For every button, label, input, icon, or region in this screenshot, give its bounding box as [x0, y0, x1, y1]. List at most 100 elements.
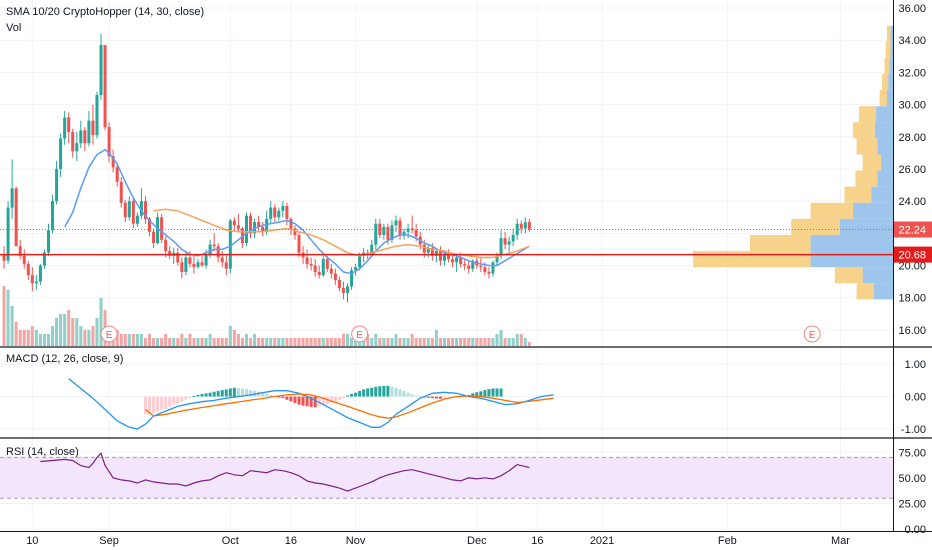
volume-profile-down-bar: [791, 218, 840, 235]
volume-bar: [22, 330, 26, 346]
price-tick-label: 24.00: [898, 196, 926, 208]
volume-bar: [46, 334, 51, 346]
candle-body: [131, 201, 135, 224]
candle-body: [467, 265, 471, 269]
volume-bar: [321, 338, 325, 346]
macd-histogram-bar: [434, 396, 438, 399]
volume-bar: [293, 338, 297, 346]
macd-histogram-bar: [491, 388, 495, 397]
volume-bar: [527, 342, 531, 346]
time-tick-label: 2021: [590, 535, 614, 547]
volume-bar: [131, 334, 135, 346]
macd-histogram-bar: [374, 386, 378, 397]
macd-histogram-bar: [487, 389, 491, 397]
candle-body: [438, 251, 442, 261]
volume-profile-up-bar: [871, 186, 893, 203]
candle-body: [309, 263, 313, 266]
macd-histogram-bar: [172, 396, 176, 405]
volume-bar: [200, 338, 204, 346]
candle-body: [273, 207, 277, 218]
candle-body: [22, 255, 26, 264]
candle-body: [51, 201, 55, 231]
volume-bar: [350, 338, 354, 346]
candle-body: [313, 265, 317, 272]
candle-body: [103, 45, 107, 128]
macd-histogram-bar: [160, 396, 164, 410]
volume-bar: [281, 338, 285, 346]
volume-bar: [398, 338, 402, 346]
volume-bar: [192, 338, 196, 346]
volume-bar: [79, 326, 83, 346]
candle-body: [228, 220, 232, 269]
volume-bar: [14, 322, 18, 346]
volume-bar: [362, 338, 366, 346]
volume-bar: [297, 338, 301, 346]
volume-bar: [503, 338, 507, 346]
volume-bar: [172, 338, 176, 346]
candle-body: [6, 207, 10, 261]
volume-bar: [51, 326, 55, 346]
macd-histogram-bar: [483, 390, 487, 397]
last-price-label: 22.24: [898, 224, 926, 236]
candle-body: [139, 201, 143, 216]
volume-bar: [232, 330, 236, 346]
macd-histogram-bar: [341, 396, 345, 399]
volume-bar: [455, 338, 459, 346]
volume-bar: [135, 334, 139, 346]
candle-body: [196, 262, 200, 268]
macd-histogram-bar: [261, 392, 265, 397]
candle-body: [71, 131, 75, 152]
candle-body: [111, 156, 115, 168]
volume-bar: [204, 338, 208, 346]
volume-bar: [507, 338, 511, 346]
volume-profile-up-bar: [810, 234, 893, 252]
candle-body: [224, 262, 228, 269]
volume-bar: [212, 338, 216, 346]
volume-bar: [127, 334, 131, 346]
candle-body: [192, 263, 196, 268]
volume-bar: [95, 318, 99, 346]
volume-bar: [483, 338, 487, 346]
candle-body: [390, 225, 394, 240]
volume-bar: [59, 314, 63, 346]
volume-bar: [244, 334, 248, 346]
macd-histogram-bar: [224, 389, 228, 397]
volume-bar: [87, 330, 91, 346]
time-tick-label: Sep: [99, 535, 119, 547]
volume-bar: [491, 338, 495, 346]
candle-body: [152, 231, 156, 244]
macd-histogram-bar: [475, 392, 479, 397]
macd-histogram-bar: [398, 389, 402, 397]
candle-body: [341, 288, 345, 293]
candle-body: [281, 205, 285, 211]
candle-body: [285, 205, 289, 219]
candle-body: [95, 94, 99, 136]
volume-bar: [2, 286, 6, 346]
volume-bar: [410, 334, 414, 346]
macd-histogram-bar: [200, 393, 204, 397]
volume-bar: [479, 338, 483, 346]
volume-bar: [176, 338, 180, 346]
volume-profile-down-bar: [834, 267, 863, 284]
macd-histogram-bar: [382, 385, 386, 397]
macd-histogram-bar: [321, 396, 325, 406]
time-tick-label: Mar: [831, 535, 850, 547]
macd-histogram-bar: [471, 393, 475, 397]
volume-bar: [253, 334, 257, 346]
earnings-marker-label: E: [356, 330, 363, 341]
volume-bar: [447, 338, 451, 346]
candle-body: [18, 246, 22, 256]
macd-histogram-bar: [329, 396, 333, 404]
volume-bar: [38, 334, 42, 346]
volume-bar: [152, 338, 156, 346]
volume-bar: [273, 338, 277, 346]
volume-bar: [115, 330, 119, 346]
volume-bar: [430, 338, 434, 346]
candle-body: [87, 120, 91, 144]
volume-bar: [71, 318, 75, 346]
volume-profile-down-bar: [885, 41, 891, 58]
macd-histogram-bar: [277, 396, 281, 398]
macd-histogram-bar: [313, 396, 317, 408]
candle-body: [398, 220, 402, 235]
